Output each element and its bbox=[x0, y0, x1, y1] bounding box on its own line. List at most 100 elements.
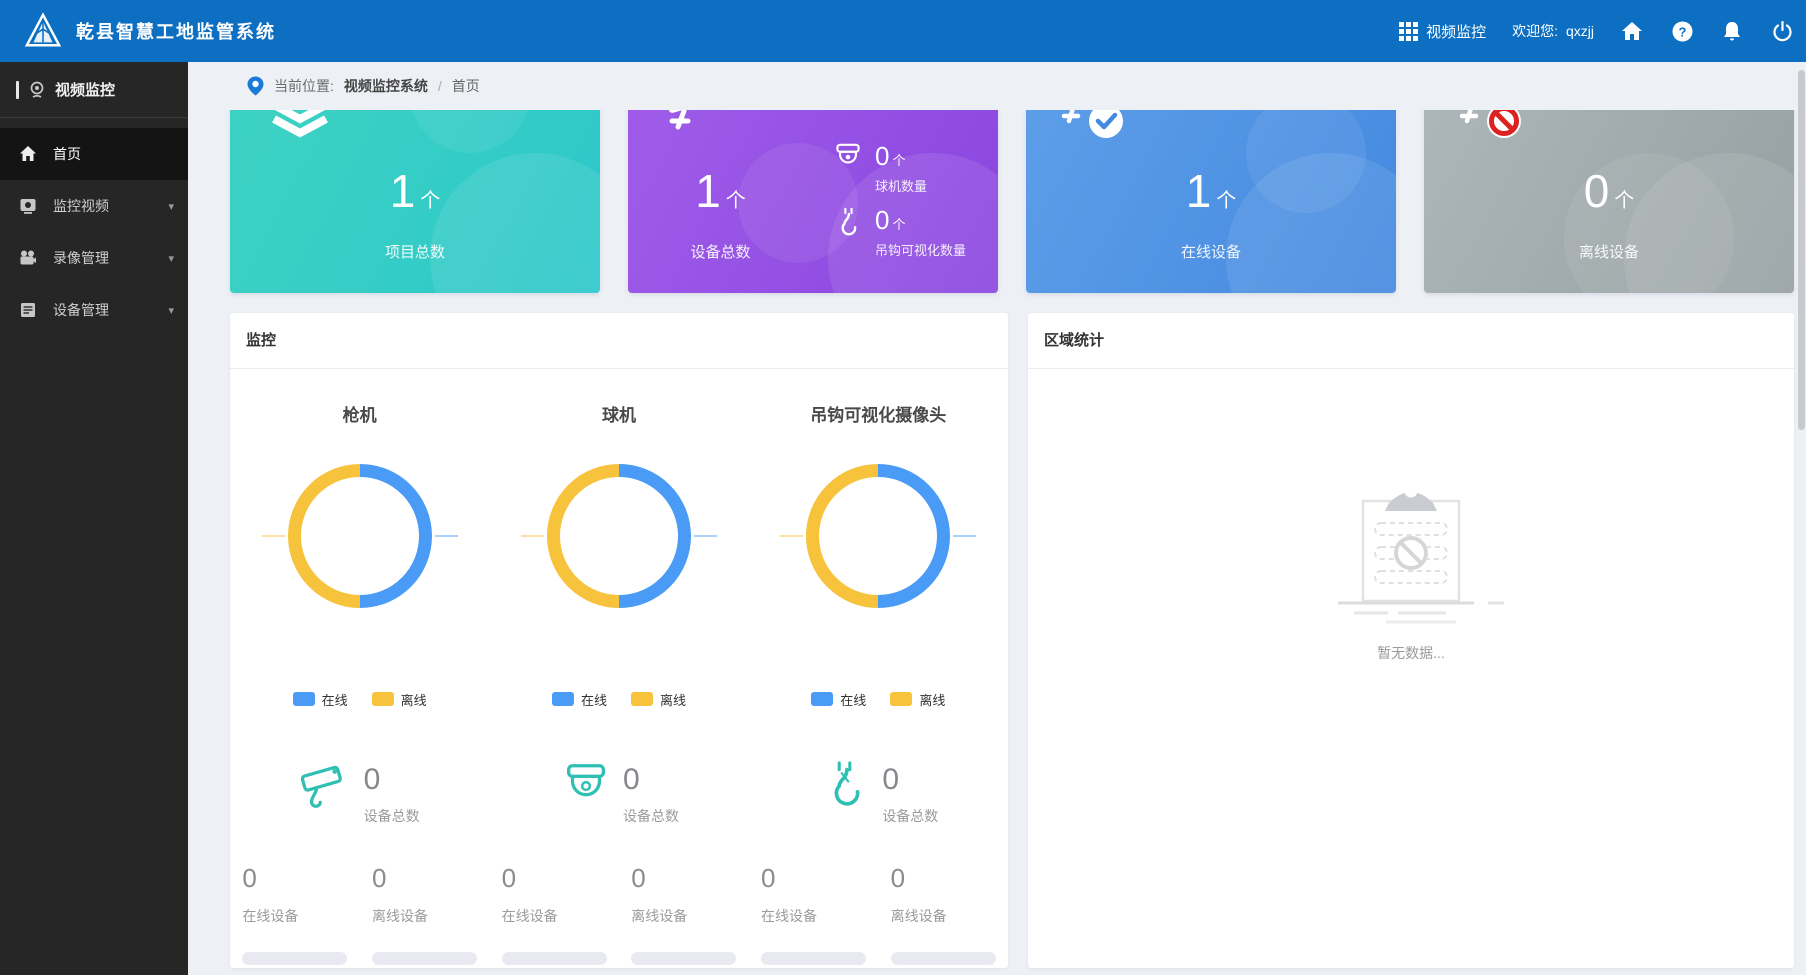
header-toolbar: 视频监控 欢迎您: qxzjj ? bbox=[1399, 19, 1806, 43]
help-button[interactable]: ? bbox=[1670, 19, 1694, 43]
chart-title: 吊钩可视化摄像头 bbox=[810, 406, 947, 425]
stat-label: 在线设备 bbox=[242, 908, 299, 924]
sidebar-item-devices[interactable]: 设备管理 ▾ bbox=[0, 284, 188, 336]
username[interactable]: qxzjj bbox=[1565, 23, 1594, 39]
donut-charts-row: 枪机 在线 bbox=[230, 369, 1008, 828]
sidebar-item-home[interactable]: 首页 bbox=[0, 128, 188, 180]
legend-label-online[interactable]: 在线 bbox=[580, 692, 607, 708]
chart-hook-camera: 吊钩可视化摄像头 在线 bbox=[749, 369, 1008, 828]
legend-swatch-online[interactable] bbox=[811, 692, 834, 706]
chevron-down-icon: ▾ bbox=[168, 200, 174, 213]
hook-icon bbox=[834, 761, 860, 806]
logout-button[interactable] bbox=[1770, 19, 1794, 43]
progress-bar bbox=[501, 952, 607, 965]
legend-label-online[interactable]: 在线 bbox=[840, 692, 867, 708]
app-logo-icon bbox=[24, 12, 62, 47]
dome-camera-icon bbox=[566, 764, 605, 797]
app-title: 乾县智慧工地监管系统 bbox=[76, 22, 276, 42]
breadcrumb-separator: / bbox=[437, 78, 442, 94]
chart-gun-camera: 枪机 在线 bbox=[230, 369, 489, 828]
card-decor-circle bbox=[1564, 153, 1734, 293]
progress-bar bbox=[631, 952, 737, 965]
module-switcher[interactable]: 视频监控 bbox=[1399, 21, 1486, 42]
breadcrumb-root[interactable]: 视频监控系统 bbox=[343, 78, 428, 94]
webcam-icon bbox=[30, 81, 44, 98]
stat-label: 在线设备 bbox=[501, 908, 558, 924]
device-total-value: 0 bbox=[882, 763, 899, 796]
donut-chart bbox=[780, 464, 977, 608]
donut-chart bbox=[520, 464, 717, 608]
progress-bar bbox=[242, 952, 348, 965]
sidebar-item-label: 首页 bbox=[53, 146, 81, 162]
legend-swatch-online[interactable] bbox=[551, 692, 574, 706]
panels-row: 监控 枪机 bbox=[230, 313, 1794, 968]
progress-bar bbox=[890, 952, 996, 965]
brand: 乾县智慧工地监管系统 bbox=[0, 12, 276, 50]
chart-title: 枪机 bbox=[342, 406, 377, 425]
region-panel: 区域统计 bbox=[1028, 313, 1794, 968]
stat-value: 0 bbox=[760, 863, 776, 893]
legend-label-offline[interactable]: 离线 bbox=[659, 692, 686, 708]
stat-offline-dome: 0 离线设备 bbox=[619, 863, 749, 965]
video-record-icon bbox=[20, 250, 36, 265]
legend-label-offline[interactable]: 离线 bbox=[400, 692, 427, 708]
notifications-button[interactable] bbox=[1720, 19, 1744, 43]
legend-label-online[interactable]: 在线 bbox=[321, 692, 348, 708]
legend-swatch-offline[interactable] bbox=[890, 692, 913, 706]
bell-icon bbox=[1724, 21, 1740, 40]
stat-label: 离线设备 bbox=[1578, 244, 1639, 261]
svg-text:?: ? bbox=[1678, 24, 1686, 39]
chart-dome-camera: 球机 在线 bbox=[489, 369, 748, 828]
breadcrumb: 当前位置: 视频监控系统 / 首页 bbox=[188, 62, 1797, 110]
power-icon bbox=[1772, 20, 1792, 41]
welcome-text: 欢迎您: qxzjj bbox=[1512, 21, 1594, 41]
chart-title: 球机 bbox=[601, 406, 636, 425]
donut-chart bbox=[261, 464, 458, 608]
sidebar-item-label: 录像管理 bbox=[53, 250, 109, 266]
stat-label: 离线设备 bbox=[631, 908, 688, 924]
stat-label: 在线设备 bbox=[1180, 244, 1241, 261]
sidebar-section-title: 视频监控 bbox=[55, 82, 116, 99]
stat-online-dome: 0 在线设备 bbox=[489, 863, 619, 965]
section-marker bbox=[16, 80, 19, 99]
home-button[interactable] bbox=[1620, 19, 1644, 43]
sidebar-item-label: 监控视频 bbox=[53, 198, 109, 214]
stat-label: 离线设备 bbox=[890, 908, 947, 924]
legend-swatch-online[interactable] bbox=[292, 692, 315, 706]
breadcrumb-prefix: 当前位置: bbox=[274, 78, 334, 94]
page-scrollbar[interactable] bbox=[1797, 62, 1806, 975]
progress-bar bbox=[760, 952, 866, 965]
legend-swatch-offline[interactable] bbox=[371, 692, 394, 706]
stat-label: 项目总数 bbox=[384, 244, 445, 261]
sidebar-item-label: 设备管理 bbox=[53, 302, 109, 318]
breadcrumb-current[interactable]: 首页 bbox=[451, 78, 480, 94]
welcome-label: 欢迎您: bbox=[1512, 23, 1558, 39]
hook-icon bbox=[841, 207, 857, 236]
dome-camera-icon bbox=[836, 143, 860, 164]
chart-legend: 在线 离线 bbox=[551, 691, 686, 708]
sidebar-item-monitor-video[interactable]: 监控视频 ▾ bbox=[0, 180, 188, 232]
stat-value: 0 bbox=[501, 863, 517, 893]
stat-label: 离线设备 bbox=[371, 908, 428, 924]
device-total-label: 设备总数 bbox=[363, 808, 420, 824]
no-data-clipboard-icon bbox=[1338, 484, 1504, 624]
legend-swatch-offline[interactable] bbox=[630, 692, 653, 706]
sidebar-item-recordings[interactable]: 录像管理 ▾ bbox=[0, 232, 188, 284]
scrollbar-thumb[interactable] bbox=[1798, 70, 1805, 430]
legend-label-offline[interactable]: 离线 bbox=[919, 692, 946, 708]
device-total-label: 设备总数 bbox=[882, 808, 939, 824]
sidebar-nav: 首页 监控视频 ▾ 录像管理 ▾ bbox=[0, 118, 188, 336]
stat-label: 设备总数 bbox=[690, 244, 751, 261]
home-icon bbox=[1622, 22, 1642, 40]
stat-value: 0 bbox=[890, 863, 906, 893]
device-total-value: 0 bbox=[363, 763, 381, 796]
